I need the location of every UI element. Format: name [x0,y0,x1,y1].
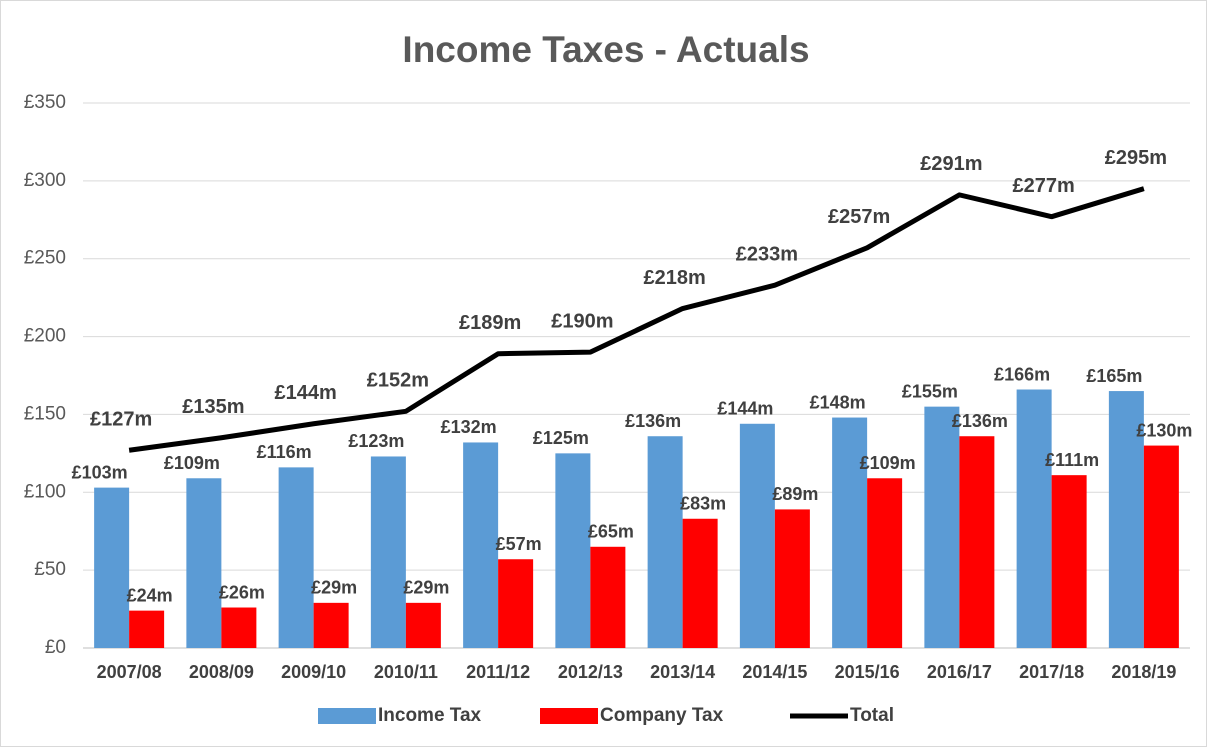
bar [186,478,222,648]
data-label: £109m [860,453,916,473]
bar [463,442,499,648]
bar [682,518,718,648]
bar [774,509,810,648]
data-label: £24m [127,585,173,605]
x-tick-label: 2016/17 [927,662,992,682]
data-label: £189m [459,312,521,334]
data-label: £89m [772,484,818,504]
data-label: £152m [367,370,429,392]
x-tick-label: 2017/18 [1019,662,1084,682]
data-label: £233m [736,243,798,265]
legend-swatch [318,708,376,724]
data-label: £135m [182,396,244,418]
x-tick-label: 2014/15 [742,662,807,682]
x-tick-label: 2013/14 [650,662,715,682]
x-tick-label: 2007/08 [97,662,162,682]
x-tick-label: 2009/10 [281,662,346,682]
x-tick-label: 2012/13 [558,662,623,682]
data-label: £127m [90,409,152,431]
bar [498,559,534,648]
bar [590,546,626,648]
y-tick-label: £350 [24,92,66,113]
legend-swatch [540,708,598,724]
data-label: £116m [257,442,312,462]
bar [129,610,165,648]
data-label: £257m [828,206,890,228]
data-label: £190m [551,310,613,332]
data-label: £111m [1045,450,1099,470]
data-label: £277m [1012,175,1074,197]
legend-label: Total [850,705,894,726]
data-label: £26m [219,582,265,602]
legend-label: Income Tax [378,705,482,726]
bar [555,453,591,648]
line [128,186,1145,453]
data-label: £132m [441,417,497,437]
bar [924,406,960,648]
y-tick-label: £300 [24,170,66,191]
y-tick-label: £250 [24,248,66,269]
x-tick-label: 2015/16 [835,662,900,682]
data-label: £125m [533,428,589,448]
y-tick-label: £200 [24,326,66,347]
y-tick-label: £0 [45,637,66,658]
bar [867,478,903,648]
bar [94,487,130,648]
data-label: £136m [952,411,1008,431]
bar [221,607,257,648]
bar [647,436,683,648]
data-label: £103m [72,462,128,482]
bar [1143,445,1179,648]
data-label: £295m [1105,147,1167,169]
bar [832,417,868,648]
bar [405,602,441,648]
y-tick-label: £100 [24,481,66,502]
bar [313,602,349,648]
data-label: £130m [1136,420,1192,440]
bar [370,456,406,648]
bar [1016,389,1052,648]
bar [1108,391,1144,648]
data-label: £57m [496,534,542,554]
data-label: £123m [348,431,404,451]
data-label: £155m [902,381,958,401]
x-tick-label: 2010/11 [374,662,438,682]
data-label: £65m [588,522,634,542]
data-label: £109m [164,453,220,473]
chart-title: Income Taxes - Actuals [402,29,809,70]
y-tick-label: £150 [24,403,66,424]
bar [959,436,995,648]
data-label: £144m [717,399,773,419]
data-label: £166m [994,364,1050,384]
data-label: £136m [625,411,681,431]
data-label: £144m [274,382,336,404]
data-label: £29m [311,578,357,598]
data-label: £291m [920,153,982,175]
bar [278,467,314,648]
x-tick-label: 2008/09 [189,662,254,682]
data-label: £218m [643,267,705,289]
bar [1051,475,1087,648]
legend-label: Company Tax [600,705,724,726]
x-tick-label: 2011/12 [466,662,530,682]
data-label: £148m [810,392,866,412]
y-tick-label: £50 [34,559,66,580]
data-label: £83m [680,494,726,514]
data-label: £165m [1086,366,1142,386]
bar [739,423,775,648]
data-label: £29m [403,578,449,598]
x-tick-label: 2018/19 [1111,662,1176,682]
